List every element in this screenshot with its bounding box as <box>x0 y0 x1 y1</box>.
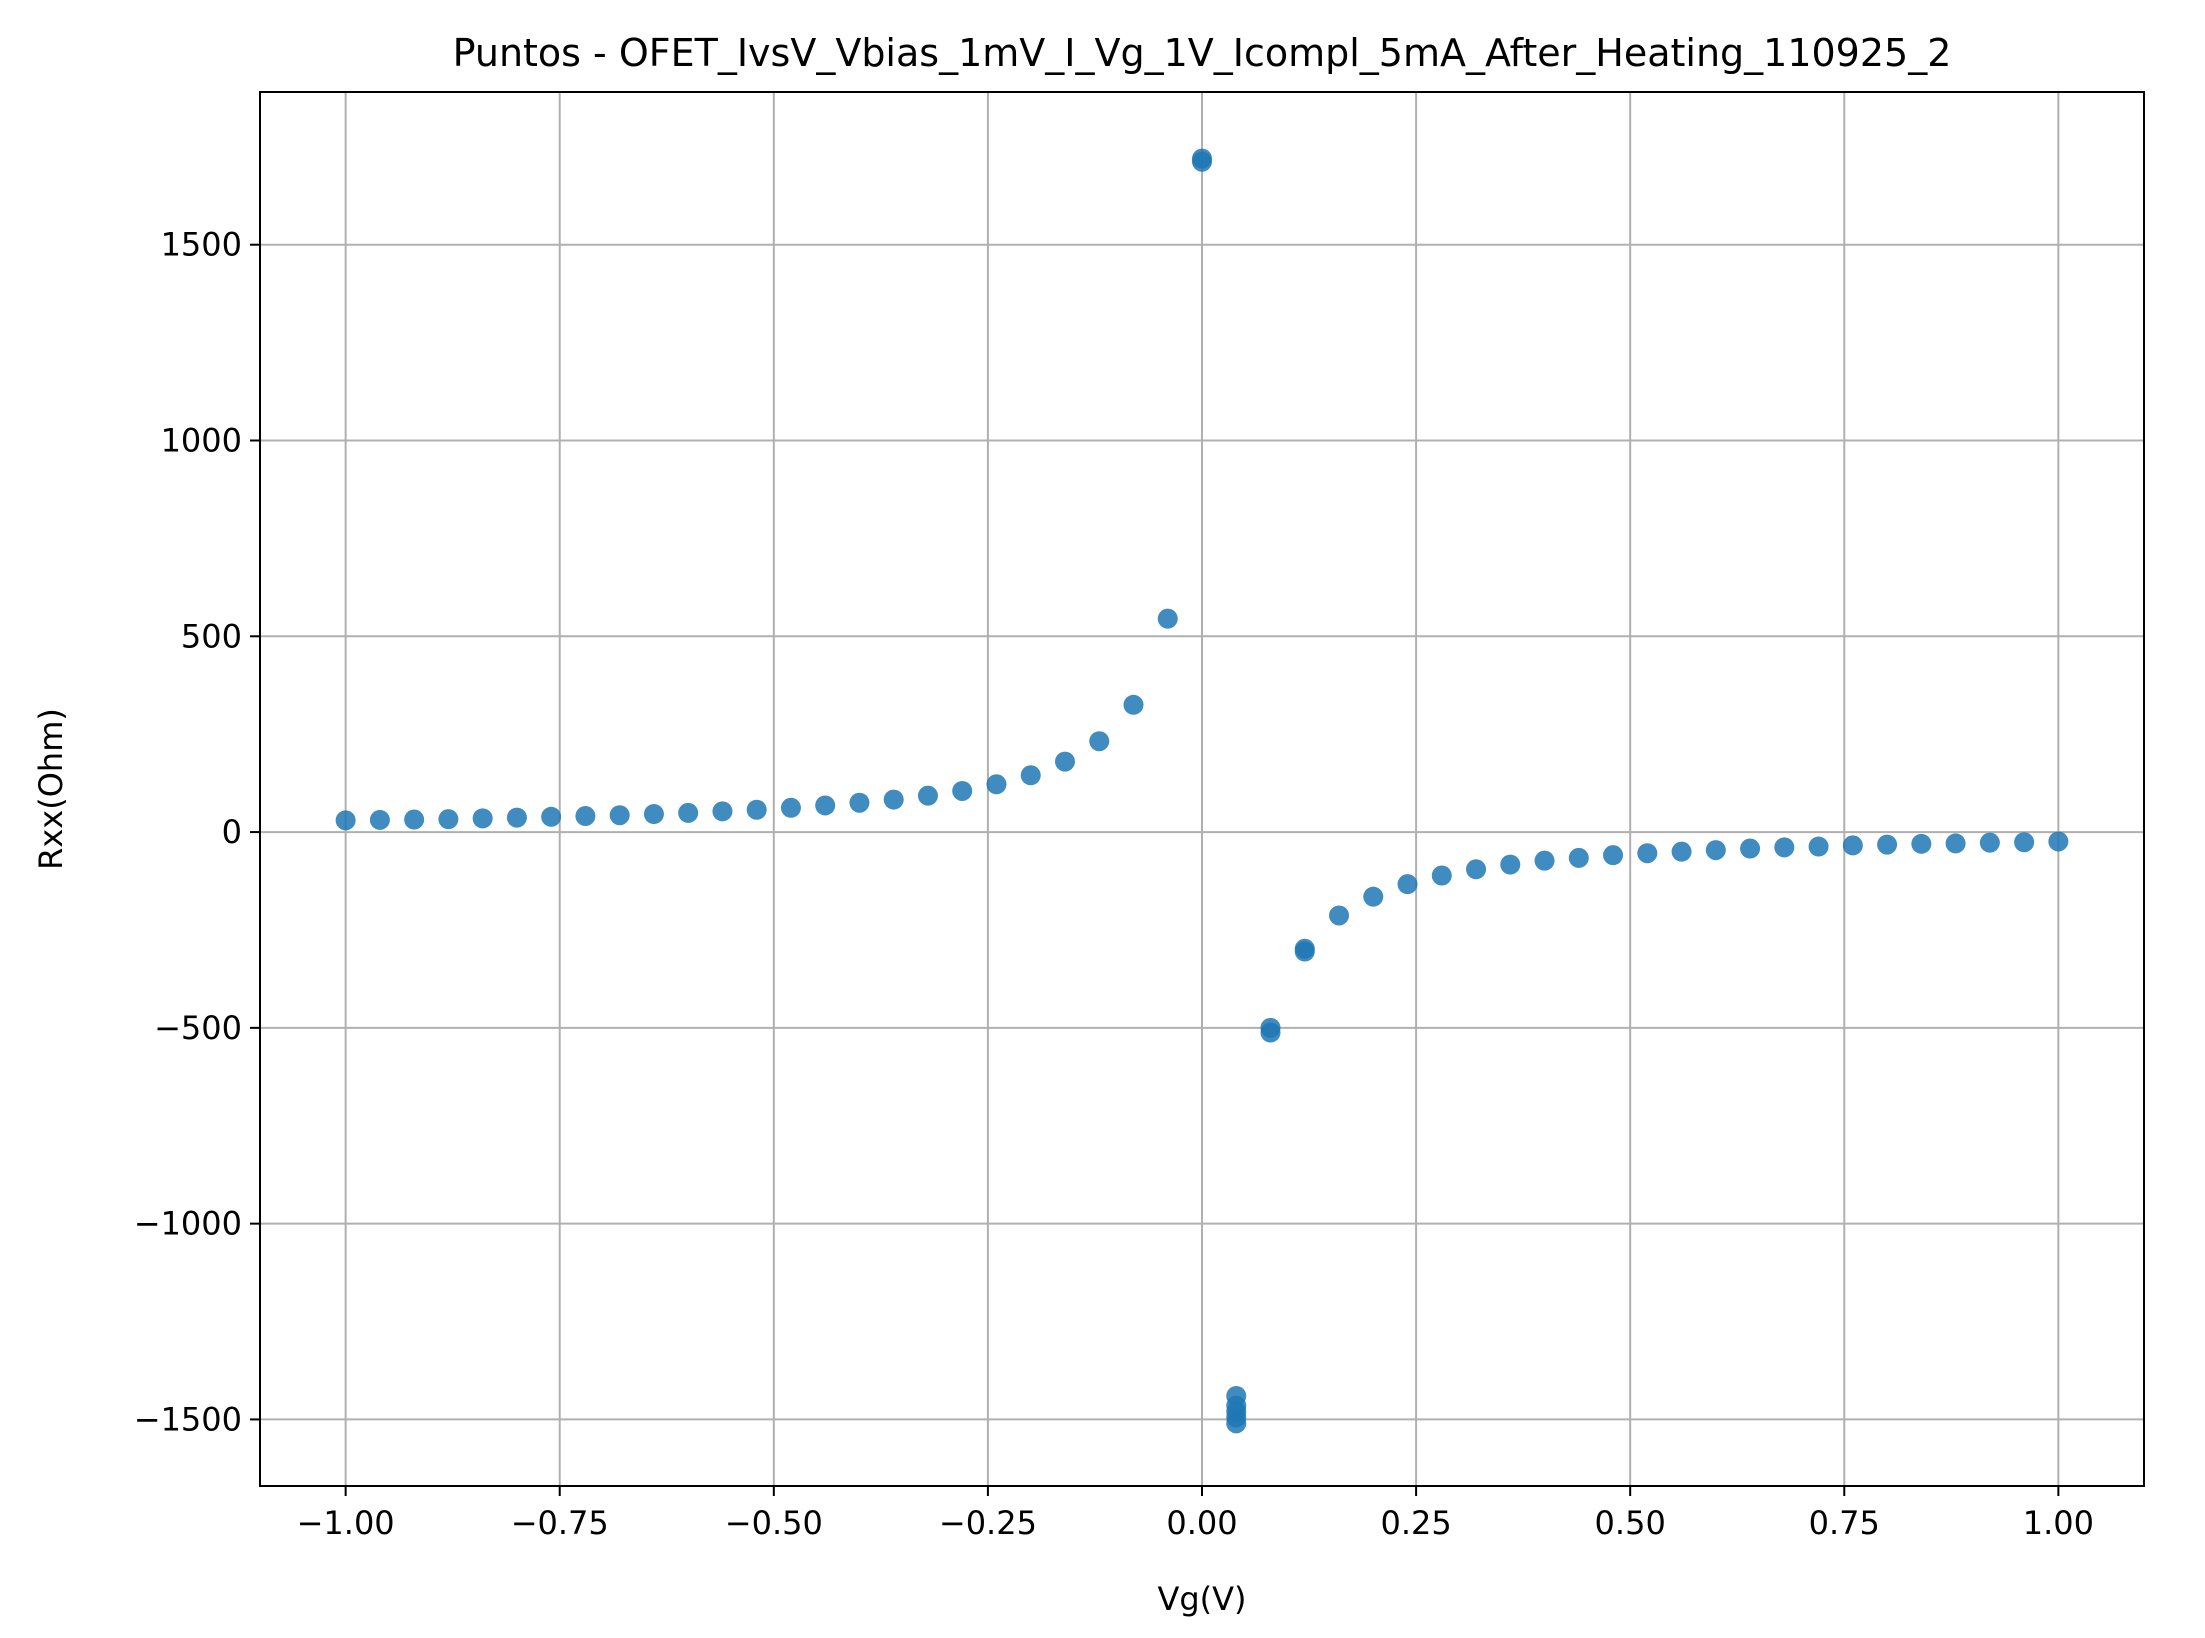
x-tick-label: 0.50 <box>1595 1504 1666 1542</box>
x-tick-label: −0.50 <box>725 1504 823 1542</box>
data-point <box>1397 874 1418 895</box>
data-point <box>1877 834 1898 855</box>
data-point <box>335 810 356 831</box>
data-point <box>815 795 836 816</box>
chart-title: Puntos - OFET_IvsV_Vbias_1mV_I_Vg_1V_Ico… <box>453 31 1952 75</box>
data-points <box>335 148 2069 1434</box>
data-point <box>1294 941 1315 962</box>
data-point <box>1740 838 1761 859</box>
data-point <box>952 780 973 801</box>
data-point <box>1774 837 1795 858</box>
data-point <box>1260 1022 1281 1043</box>
y-tick-label: 1000 <box>161 422 242 460</box>
data-point <box>369 809 390 830</box>
data-point <box>1226 1413 1247 1434</box>
data-point <box>643 804 664 825</box>
data-point <box>1192 151 1212 172</box>
data-point <box>780 797 801 818</box>
y-tick-label: −500 <box>154 1009 242 1047</box>
data-point <box>2014 832 2035 853</box>
data-point <box>883 789 904 810</box>
x-tick-label: 0.75 <box>1809 1504 1880 1542</box>
x-tick-label: −0.25 <box>939 1504 1037 1542</box>
data-point <box>541 806 562 827</box>
data-point <box>1911 833 1932 854</box>
y-tick-label: −1000 <box>134 1205 242 1243</box>
data-point <box>712 801 733 822</box>
data-point <box>1979 832 2000 853</box>
x-tick-label: 0.00 <box>1166 1504 1237 1542</box>
data-point <box>472 808 493 829</box>
data-point <box>1363 886 1384 907</box>
x-axis-label: Vg(V) <box>1157 1580 1246 1618</box>
data-point <box>1603 845 1624 866</box>
data-point <box>1671 841 1692 862</box>
data-point <box>575 806 596 827</box>
data-point <box>986 774 1007 795</box>
x-tick-label: −0.75 <box>511 1504 609 1542</box>
data-point <box>1157 608 1178 629</box>
data-point <box>1020 765 1041 786</box>
data-point <box>678 802 699 823</box>
data-point <box>1568 847 1589 868</box>
data-point <box>438 809 459 830</box>
y-tick-label: −1500 <box>134 1400 242 1438</box>
x-tick-label: 0.25 <box>1380 1504 1451 1542</box>
data-point <box>404 809 425 830</box>
data-point <box>1808 836 1829 857</box>
data-point <box>1842 835 1863 856</box>
data-point <box>506 807 527 828</box>
x-axis-ticks: −1.00 −0.75 −0.50 −0.25 0.00 0.25 0.50 0.75 1.00 <box>297 1486 2094 1542</box>
y-tick-label: 1500 <box>161 226 242 264</box>
y-axis-label: Rxx(Ohm) <box>32 708 70 870</box>
y-tick-label: 0 <box>222 813 242 851</box>
x-tick-label: −1.00 <box>297 1504 395 1542</box>
data-point <box>1500 854 1521 875</box>
data-point <box>1123 694 1144 715</box>
data-point <box>1431 865 1452 886</box>
data-point <box>746 799 767 820</box>
data-point <box>609 805 630 826</box>
data-point <box>917 785 938 806</box>
data-point <box>1637 843 1658 864</box>
x-tick-label: 1.00 <box>2023 1504 2094 1542</box>
data-point <box>1945 833 1966 854</box>
data-point <box>2048 831 2069 852</box>
data-point <box>1329 905 1350 926</box>
data-point <box>1705 840 1726 861</box>
data-point <box>1534 850 1555 871</box>
y-axis-ticks: 1500 1000 500 0 −500 −1000 −1500 <box>134 226 260 1438</box>
data-point <box>1089 731 1110 752</box>
y-tick-label: 500 <box>181 617 242 655</box>
data-point <box>849 792 870 813</box>
data-point <box>1054 751 1075 772</box>
data-point <box>1466 859 1487 880</box>
grid-lines <box>260 92 2144 1486</box>
